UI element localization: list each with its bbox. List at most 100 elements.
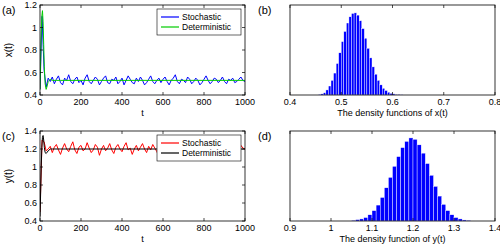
x-tick — [454, 218, 455, 221]
x-tick-label: 600 — [155, 223, 170, 233]
x-tick — [40, 131, 41, 134]
y-axis-label: y(t) — [3, 169, 14, 183]
histogram-bar — [376, 205, 380, 221]
x-tick — [392, 92, 393, 95]
histogram-bar — [413, 139, 417, 221]
x-tick — [122, 218, 123, 221]
y-tick-label: 0.4 — [24, 216, 37, 226]
histogram-bar — [387, 92, 390, 95]
histogram-bar — [385, 91, 388, 96]
legend-box — [157, 135, 241, 161]
panel-title: (d) — [258, 130, 271, 142]
x-tick — [331, 131, 332, 134]
x-tick — [443, 92, 444, 95]
x-tick-label: 800 — [196, 97, 211, 107]
x-tick — [443, 5, 444, 8]
panel-title: (b) — [258, 4, 271, 16]
x-tick — [245, 92, 246, 95]
figure: (a)020040060080010000.40.60.811.2tx(t)St… — [0, 0, 500, 249]
x-tick-label: 200 — [73, 223, 88, 233]
plot-frame — [290, 131, 495, 221]
x-tick — [245, 131, 246, 134]
histogram-bar — [409, 138, 413, 221]
y-tick-label: 0.6 — [24, 68, 37, 78]
y-tick — [242, 72, 245, 73]
y-tick — [40, 203, 43, 204]
histogram-bar — [438, 196, 442, 221]
x-tick — [290, 131, 291, 134]
histogram-bar — [369, 58, 372, 95]
histogram-bar — [401, 148, 405, 221]
y-tick — [40, 167, 43, 168]
histogram-bar — [425, 164, 429, 221]
x-tick — [204, 218, 205, 221]
histogram-bar — [339, 53, 342, 95]
x-tick — [372, 131, 373, 134]
x-tick-label: 0.6 — [386, 97, 399, 107]
panel: (c)020040060080010000.40.60.811.21.4ty(t… — [2, 126, 255, 244]
x-tick — [40, 5, 41, 8]
histogram-bar — [450, 215, 454, 221]
y-tick-label: 0.6 — [24, 198, 37, 208]
series-line — [40, 140, 245, 212]
histogram-bar — [393, 166, 397, 221]
y-axis-label: x(t) — [3, 43, 14, 57]
legend-label: Stochastic — [182, 138, 222, 148]
x-tick — [392, 5, 393, 8]
plot-frame — [290, 5, 495, 95]
histogram-bar — [454, 218, 458, 221]
y-tick — [40, 50, 43, 51]
x-tick — [204, 5, 205, 8]
histogram-bar — [405, 141, 409, 221]
histogram-bar — [388, 177, 392, 221]
x-axis-label: t — [141, 108, 144, 118]
series-line — [40, 11, 245, 90]
histogram-bar — [331, 80, 334, 95]
plot-area — [40, 136, 245, 217]
histogram-bar — [326, 90, 329, 95]
histogram-bar — [434, 186, 438, 221]
x-tick-label: 1.4 — [489, 223, 500, 233]
x-tick-label: 0.9 — [284, 223, 297, 233]
histogram-bar — [354, 13, 357, 95]
y-tick-label: 1.2 — [24, 144, 37, 154]
x-tick — [204, 92, 205, 95]
histogram-bar — [357, 15, 360, 95]
x-tick — [454, 131, 455, 134]
x-tick-label: 400 — [114, 97, 129, 107]
legend-label: Deterministic — [182, 22, 232, 32]
histogram-bar — [359, 21, 362, 95]
x-tick — [413, 218, 414, 221]
y-tick — [242, 50, 245, 51]
x-tick-label: 200 — [73, 97, 88, 107]
panel-title: (a) — [2, 4, 15, 16]
x-tick — [163, 218, 164, 221]
x-tick-label: 400 — [114, 223, 129, 233]
histogram-bar — [344, 31, 347, 95]
histogram-bar — [372, 67, 375, 95]
x-tick — [341, 5, 342, 8]
legend: StochasticDeterministic — [157, 9, 241, 35]
x-tick — [245, 5, 246, 8]
panel: (d)0.911.11.21.31.4The density function … — [258, 130, 500, 244]
y-tick — [242, 167, 245, 168]
y-tick-label: 0.4 — [24, 90, 37, 100]
x-tick-label: 0.4 — [284, 97, 297, 107]
x-tick-label: 600 — [155, 97, 170, 107]
x-tick — [40, 218, 41, 221]
y-tick — [242, 5, 245, 6]
x-tick — [413, 131, 414, 134]
x-axis-label: t — [141, 234, 144, 244]
histogram-bar — [362, 29, 365, 95]
histogram-bar — [364, 38, 367, 95]
x-tick — [372, 218, 373, 221]
plot-area — [318, 13, 403, 95]
x-tick-label: 1000 — [235, 97, 255, 107]
legend-swatch — [161, 152, 179, 153]
y-tick — [40, 95, 43, 96]
panel: (b)0.40.50.60.70.8The density functions … — [258, 4, 500, 118]
y-tick-label: 1.2 — [24, 0, 37, 10]
x-tick-label: 0.7 — [437, 97, 450, 107]
x-tick — [245, 218, 246, 221]
y-tick — [40, 27, 43, 28]
